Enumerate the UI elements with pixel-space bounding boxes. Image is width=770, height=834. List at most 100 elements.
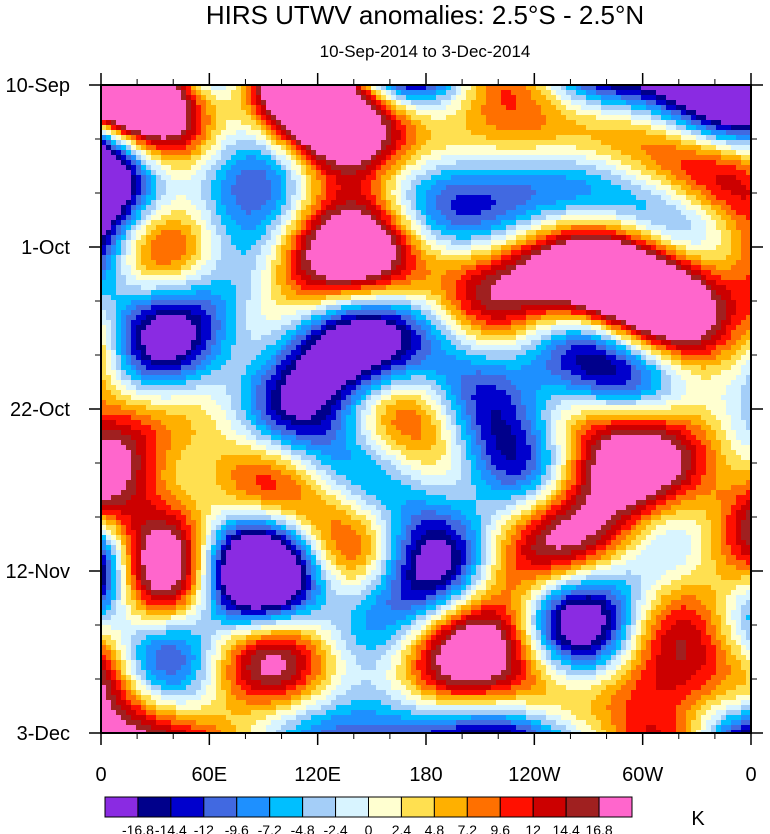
field-cell: [571, 195, 577, 201]
field-cell: [416, 200, 422, 206]
field-cell: [111, 165, 117, 171]
field-cell: [436, 160, 442, 166]
field-cell: [166, 150, 172, 156]
field-cell: [681, 85, 687, 91]
field-cell: [501, 180, 507, 186]
field-cell: [146, 275, 152, 281]
field-cell: [396, 265, 402, 271]
field-cell: [176, 95, 182, 101]
field-cell: [721, 270, 727, 276]
field-cell: [601, 175, 607, 181]
field-cell: [666, 150, 672, 156]
field-cell: [571, 190, 577, 196]
field-cell: [266, 195, 272, 201]
field-cell: [456, 195, 462, 201]
field-cell: [626, 140, 632, 146]
field-cell: [181, 185, 187, 191]
field-cell: [301, 160, 307, 166]
field-cell: [266, 125, 272, 131]
field-cell: [706, 240, 712, 246]
field-cell: [341, 85, 347, 91]
field-cell: [581, 255, 587, 261]
field-cell: [241, 135, 247, 141]
field-cell: [331, 265, 337, 271]
field-cell: [226, 110, 232, 116]
field-cell: [421, 195, 427, 201]
field-cell: [181, 210, 187, 216]
field-cell: [481, 225, 487, 231]
field-cell: [361, 260, 367, 266]
field-cell: [246, 250, 252, 256]
field-cell: [521, 250, 527, 256]
field-cell: [566, 100, 572, 106]
field-cell: [696, 155, 702, 161]
field-cell: [316, 195, 322, 201]
field-cell: [596, 235, 602, 241]
field-cell: [251, 85, 257, 91]
field-cell: [401, 210, 407, 216]
field-cell: [691, 130, 697, 136]
field-cell: [546, 110, 552, 116]
field-cell: [541, 235, 547, 241]
field-cell: [436, 225, 442, 231]
field-cell: [276, 200, 282, 206]
field-cell: [681, 220, 687, 226]
field-cell: [561, 260, 567, 266]
field-cell: [106, 255, 112, 261]
field-cell: [601, 180, 607, 186]
field-cell: [176, 135, 182, 141]
field-cell: [661, 190, 667, 196]
field-cell: [466, 180, 472, 186]
field-cell: [731, 210, 737, 216]
field-cell: [731, 145, 737, 151]
field-cell: [111, 150, 117, 156]
field-cell: [421, 235, 427, 241]
field-cell: [176, 180, 182, 186]
field-cell: [456, 180, 462, 186]
field-cell: [241, 150, 247, 156]
field-cell: [591, 245, 597, 251]
field-cell: [196, 95, 202, 101]
field-cell: [626, 260, 632, 266]
field-cell: [676, 125, 682, 131]
field-cell: [461, 120, 467, 126]
field-cell: [536, 120, 542, 126]
field-cell: [441, 120, 447, 126]
field-cell: [261, 235, 267, 241]
field-cell: [371, 215, 377, 221]
field-cell: [291, 165, 297, 171]
field-cell: [246, 255, 252, 261]
field-cell: [661, 130, 667, 136]
field-cell: [251, 240, 257, 246]
field-cell: [691, 215, 697, 221]
field-cell: [656, 230, 662, 236]
field-cell: [616, 185, 622, 191]
field-cell: [676, 95, 682, 101]
field-cell: [636, 115, 642, 121]
field-cell: [676, 255, 682, 261]
field-cell: [476, 265, 482, 271]
field-cell: [181, 255, 187, 261]
field-cell: [191, 125, 197, 131]
field-cell: [411, 165, 417, 171]
field-cell: [541, 95, 547, 101]
field-cell: [646, 260, 652, 266]
field-cell: [446, 175, 452, 181]
field-cell: [476, 110, 482, 116]
field-cell: [626, 250, 632, 256]
field-cell: [556, 210, 562, 216]
field-cell: [221, 190, 227, 196]
field-cell: [251, 265, 257, 271]
field-cell: [316, 215, 322, 221]
field-cell: [601, 270, 607, 276]
field-cell: [291, 95, 297, 101]
field-cell: [526, 85, 532, 91]
field-cell: [111, 270, 117, 276]
field-cell: [731, 215, 737, 221]
field-cell: [286, 175, 292, 181]
field-cell: [526, 230, 532, 236]
field-cell: [226, 220, 232, 226]
field-cell: [566, 160, 572, 166]
field-cell: [666, 210, 672, 216]
field-cell: [386, 170, 392, 176]
